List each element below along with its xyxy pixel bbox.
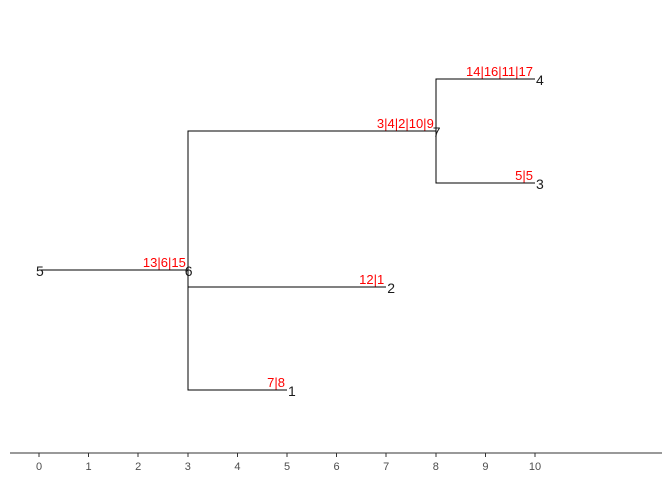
edge-7-3 (435, 131, 535, 184)
x-tick-label-7: 7 (383, 461, 389, 473)
edge-6-1 (187, 270, 287, 391)
x-tick-label-2: 2 (135, 461, 141, 473)
x-tick-label-6: 6 (334, 461, 340, 473)
edge-label-7-4: 14|16|11|17 (466, 64, 533, 79)
edge-6-2 (187, 270, 387, 288)
edge-label-6-7: 3|4|2|10|9 (377, 116, 434, 131)
edge-label-7-3: 5|5 (515, 168, 533, 183)
node-label-5: 5 (36, 263, 44, 279)
x-axis: 0 1 2 3 4 5 6 7 8 9 10 (10, 452, 662, 473)
node-label-1: 1 (288, 383, 296, 399)
edge-labels-layer: 13|6|15 3|4|2|10|9 14|16|11|17 5|5 12|1 7|8 (143, 64, 533, 390)
edge-6-7 (187, 130, 436, 270)
x-tick-label-0: 0 (36, 461, 42, 473)
node-label-2: 2 (387, 280, 395, 296)
x-tick-label-9: 9 (482, 461, 488, 473)
node-label-6: 6 (185, 263, 193, 279)
node-label-4: 4 (536, 72, 544, 88)
edge-7-4 (435, 78, 535, 131)
edges-layer (39, 78, 535, 391)
x-tick-label-1: 1 (86, 461, 92, 473)
node-label-7: 7 (433, 124, 441, 140)
x-tick-label-4: 4 (234, 461, 240, 473)
edge-label-5-6: 13|6|15 (143, 255, 186, 270)
edge-label-6-2: 12|1 (359, 272, 384, 287)
x-tick-label-5: 5 (284, 461, 290, 473)
node-labels-layer: 5 6 7 4 3 2 1 (36, 72, 544, 399)
node-label-3: 3 (536, 176, 544, 192)
edge-label-6-1: 7|8 (267, 375, 285, 390)
x-tick-label-10: 10 (529, 461, 541, 473)
x-tick-label-8: 8 (433, 461, 439, 473)
x-tick-label-3: 3 (185, 461, 191, 473)
